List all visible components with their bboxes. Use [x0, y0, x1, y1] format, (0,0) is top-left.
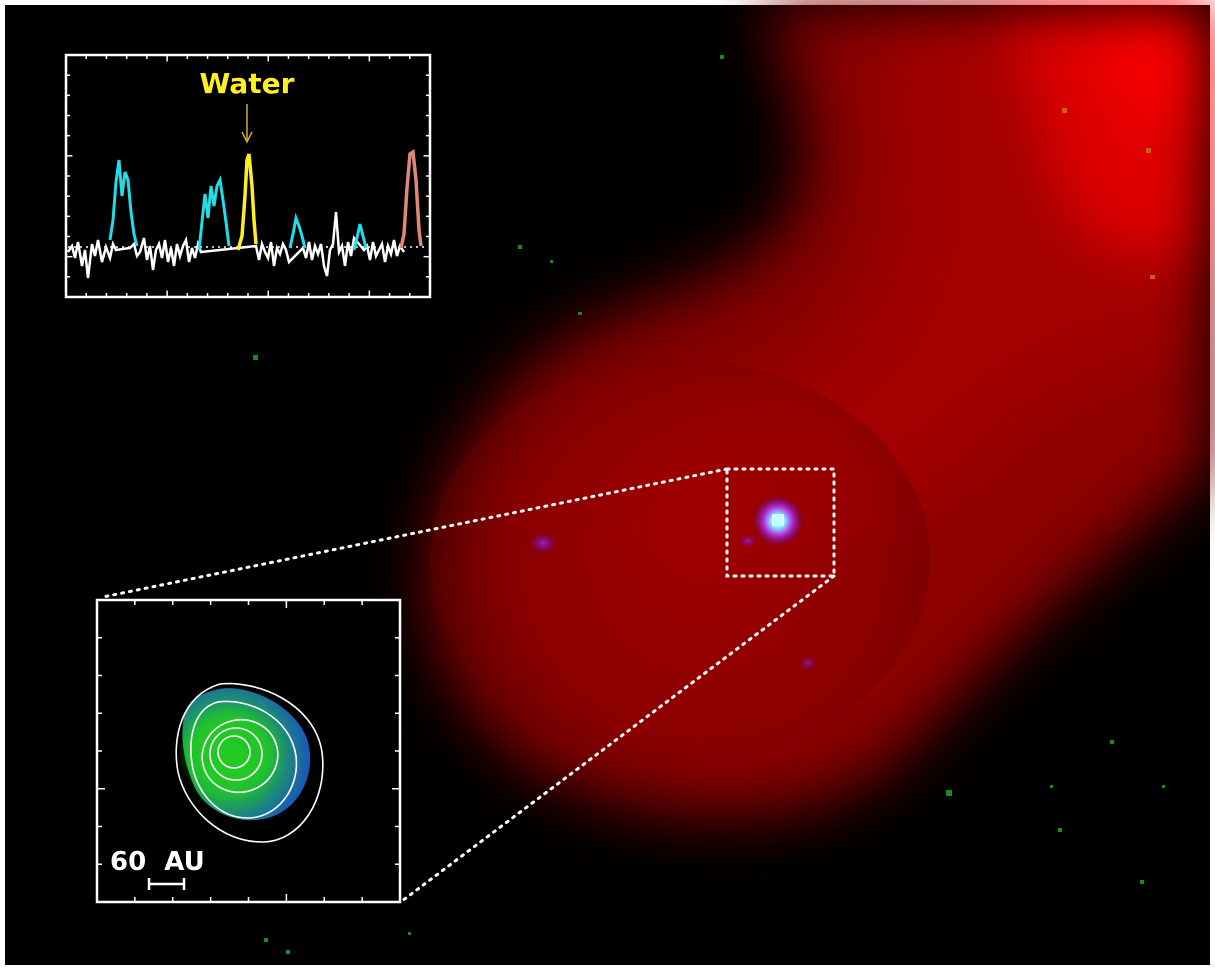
zoom-tick-marks	[97, 600, 400, 902]
contour-lines	[175, 682, 324, 843]
spectral-line-cyan-4	[352, 223, 368, 251]
scale-bar-label: 60 AU	[110, 847, 205, 877]
spectrum-inset: Water	[64, 53, 432, 299]
spectral-line-cyan-1	[108, 159, 139, 247]
purple-blob	[529, 532, 557, 554]
spectrum-tick-marks	[66, 55, 430, 297]
zoom-inset: 60 AU	[95, 598, 402, 904]
cloud-specks	[1062, 108, 1155, 279]
water-line	[236, 153, 258, 251]
zoom-indicator	[101, 467, 836, 903]
background-specks	[253, 55, 1165, 954]
water-label: Water	[200, 67, 295, 100]
salmon-line	[399, 148, 423, 249]
purple-blob	[799, 655, 817, 671]
spectral-line-cyan-2	[197, 175, 231, 251]
water-arrowhead	[241, 131, 253, 144]
spectral-line-cyan-3	[288, 212, 307, 249]
purple-blob	[738, 534, 758, 548]
scale-bar	[147, 878, 186, 890]
